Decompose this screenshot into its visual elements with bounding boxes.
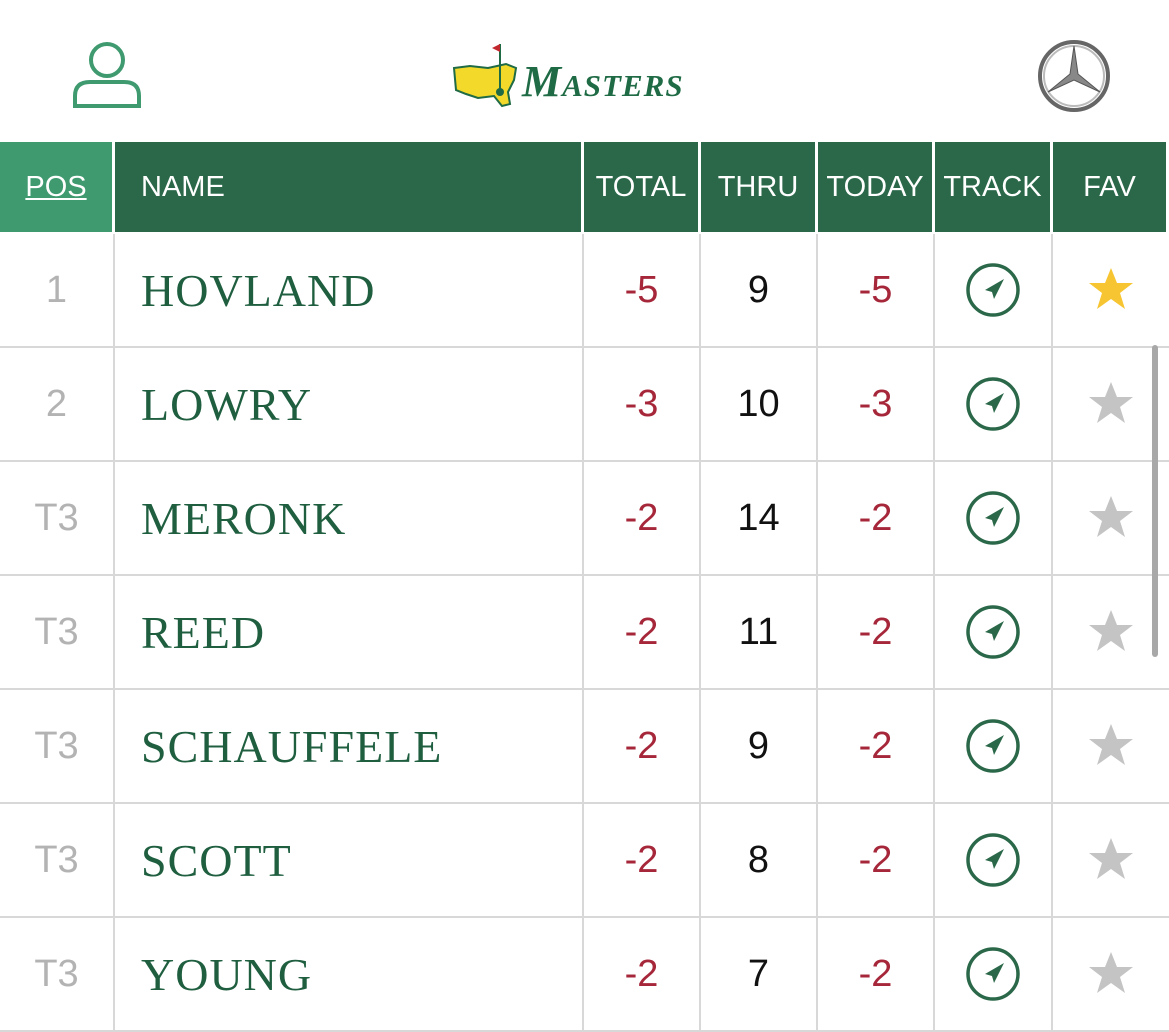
player-name[interactable]: REED <box>115 576 584 690</box>
total-score: -3 <box>584 348 701 462</box>
holes-thru: 11 <box>701 576 818 690</box>
fav-cell <box>1053 918 1169 1032</box>
holes-thru: 14 <box>701 462 818 576</box>
column-header: TODAY <box>818 142 935 232</box>
track-cell <box>935 348 1053 462</box>
column-header: TRACK <box>935 142 1053 232</box>
column-header: NAME <box>115 142 584 232</box>
total-score: -5 <box>584 234 701 348</box>
favorite-star[interactable] <box>1083 946 1139 1002</box>
fav-cell <box>1053 234 1169 348</box>
player-name[interactable]: HOVLAND <box>115 234 584 348</box>
masters-logo-text: Masters <box>522 57 684 106</box>
holes-thru: 9 <box>701 234 818 348</box>
track-button[interactable] <box>965 376 1021 432</box>
track-button[interactable] <box>965 718 1021 774</box>
today-score: -2 <box>818 462 935 576</box>
column-header: TOTAL <box>584 142 701 232</box>
sponsor-logo <box>1038 40 1110 112</box>
track-button[interactable] <box>965 604 1021 660</box>
track-cell <box>935 234 1053 348</box>
column-header[interactable]: POS <box>0 142 115 232</box>
today-score: -2 <box>818 804 935 918</box>
leaderboard-table: POS NAME TOTAL THRU TODAY TRACK FAV 1 HOVLAND -5 9… <box>0 140 1169 1032</box>
track-button[interactable] <box>965 832 1021 888</box>
favorite-star[interactable] <box>1083 832 1139 888</box>
holes-thru: 8 <box>701 804 818 918</box>
fav-cell <box>1053 804 1169 918</box>
player-name[interactable]: SCOTT <box>115 804 584 918</box>
track-button[interactable] <box>965 262 1021 318</box>
favorite-star[interactable] <box>1083 718 1139 774</box>
position: T3 <box>0 804 115 918</box>
fav-cell <box>1053 348 1169 462</box>
holes-thru: 10 <box>701 348 818 462</box>
column-header: THRU <box>701 142 818 232</box>
total-score: -2 <box>584 918 701 1032</box>
column-header: FAV <box>1053 142 1169 232</box>
top-bar: Masters <box>0 0 1169 140</box>
fav-cell <box>1053 690 1169 804</box>
position: T3 <box>0 690 115 804</box>
total-score: -2 <box>584 690 701 804</box>
position: T3 <box>0 918 115 1032</box>
masters-logo-map <box>452 44 518 108</box>
total-score: -2 <box>584 804 701 918</box>
scrollbar <box>1152 345 1158 657</box>
player-name[interactable]: LOWRY <box>115 348 584 462</box>
position: T3 <box>0 462 115 576</box>
track-cell <box>935 462 1053 576</box>
fav-cell <box>1053 462 1169 576</box>
today-score: -2 <box>818 576 935 690</box>
position: 1 <box>0 234 115 348</box>
track-cell <box>935 804 1053 918</box>
player-name[interactable]: YOUNG <box>115 918 584 1032</box>
holes-thru: 7 <box>701 918 818 1032</box>
track-cell <box>935 918 1053 1032</box>
track-cell <box>935 576 1053 690</box>
position: T3 <box>0 576 115 690</box>
total-score: -2 <box>584 462 701 576</box>
profile-icon[interactable] <box>70 40 144 112</box>
favorite-star[interactable] <box>1083 262 1139 318</box>
holes-thru: 9 <box>701 690 818 804</box>
today-score: -2 <box>818 918 935 1032</box>
track-cell <box>935 690 1053 804</box>
track-button[interactable] <box>965 490 1021 546</box>
total-score: -2 <box>584 576 701 690</box>
today-score: -5 <box>818 234 935 348</box>
favorite-star[interactable] <box>1083 376 1139 432</box>
favorite-star[interactable] <box>1083 490 1139 546</box>
position: 2 <box>0 348 115 462</box>
fav-cell <box>1053 576 1169 690</box>
player-name[interactable]: MERONK <box>115 462 584 576</box>
today-score: -2 <box>818 690 935 804</box>
player-name[interactable]: SCHAUFFELE <box>115 690 584 804</box>
today-score: -3 <box>818 348 935 462</box>
track-button[interactable] <box>965 946 1021 1002</box>
favorite-star[interactable] <box>1083 604 1139 660</box>
